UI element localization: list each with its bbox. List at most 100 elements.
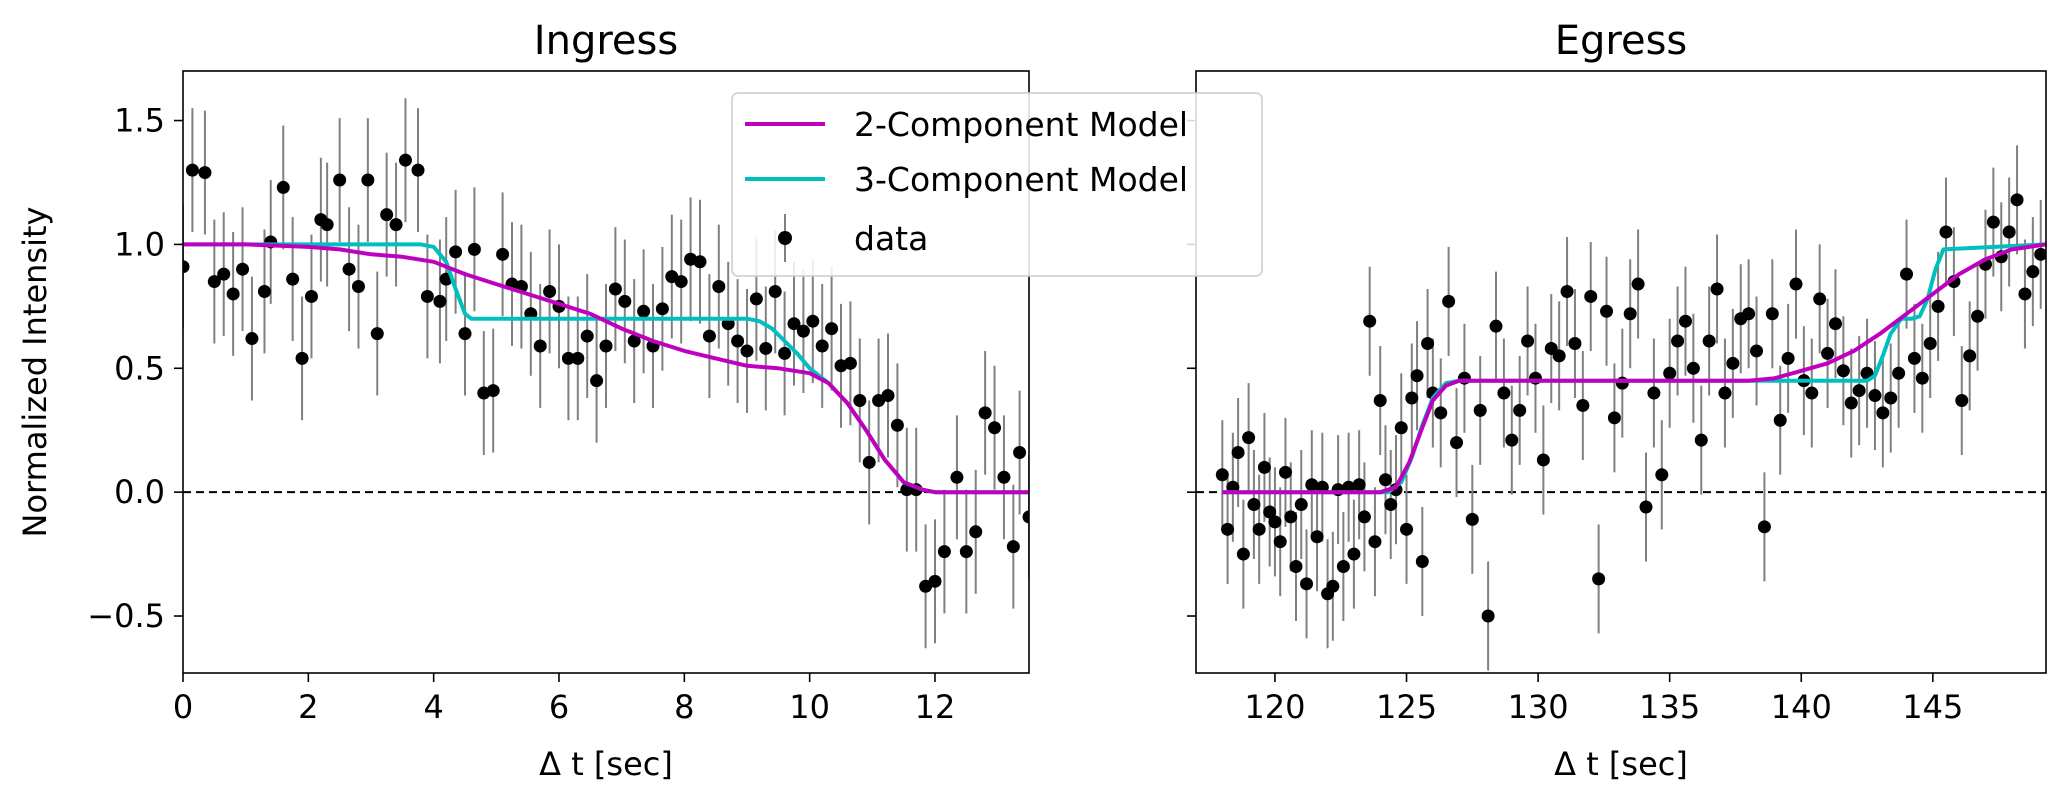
- egress-data-point: [1694, 433, 1708, 447]
- egress-data-point: [1257, 460, 1271, 474]
- ingress-x-tick-label: 0: [173, 688, 193, 726]
- ingress-data-point: [580, 329, 594, 343]
- ingress-data-point: [486, 384, 500, 398]
- ingress-data-point: [928, 574, 942, 588]
- egress-data-point: [2010, 193, 2024, 207]
- egress-plot-area: [1196, 145, 2046, 671]
- egress-data-point: [1773, 413, 1787, 427]
- egress-data-point: [1284, 510, 1298, 524]
- egress-ticks: 120 125 130 135 140 145: [1187, 119, 1963, 726]
- ingress-x-tick-label: 2: [298, 688, 318, 726]
- ingress-x-label: Δ t [sec]: [539, 745, 673, 783]
- egress-data-point: [1844, 396, 1858, 410]
- ingress-data-point: [815, 339, 829, 353]
- egress-x-tick-label: 125: [1376, 688, 1437, 726]
- ingress-data-point: [599, 339, 613, 353]
- egress-data-point: [1247, 498, 1261, 512]
- egress-data-point: [1394, 421, 1408, 435]
- ingress-data-point: [207, 275, 221, 289]
- ingress-x-tick-label: 6: [549, 688, 569, 726]
- ingress-ticks: 0 2 4 6 8 10 12 −0.5 0.0 0.5 1.0 1.5: [87, 102, 955, 726]
- ingress-y-tick-label: 1.0: [114, 225, 165, 263]
- ingress-data-point: [543, 284, 557, 298]
- egress-clipped-marks: [1196, 145, 2046, 671]
- ingress-data-point: [420, 289, 434, 303]
- egress-data-point: [1400, 522, 1414, 536]
- egress-data-point: [1263, 505, 1277, 519]
- egress-data-point: [1357, 510, 1371, 524]
- ingress-data-point: [370, 327, 384, 341]
- ingress-data-point: [185, 163, 199, 177]
- egress-data-point: [1489, 319, 1503, 333]
- egress-data-point: [1639, 500, 1653, 514]
- egress-data-point: [1939, 225, 1953, 239]
- egress-data-point: [1378, 473, 1392, 487]
- ingress-data-point: [843, 356, 857, 370]
- ingress-data-point: [881, 389, 895, 403]
- egress-data-point: [1221, 522, 1235, 536]
- ingress-data-point: [1013, 446, 1027, 460]
- ingress-2-component-model-line: [183, 242, 1029, 495]
- ingress-data-point: [245, 332, 259, 346]
- egress-data-point: [1710, 282, 1724, 296]
- ingress-data-point: [590, 374, 604, 388]
- egress-data-point: [1384, 498, 1398, 512]
- egress-data-point: [1347, 547, 1361, 561]
- ingress-data-point: [226, 287, 240, 301]
- egress-data-point: [1521, 334, 1535, 348]
- ingress-data-point: [825, 322, 839, 336]
- egress-data-point: [1852, 384, 1866, 398]
- egress-data-point: [1481, 609, 1495, 623]
- egress-title: Egress: [1555, 18, 1688, 64]
- ingress-data-point: [749, 292, 763, 306]
- egress-data-point: [1955, 393, 1969, 407]
- ingress-data-point: [333, 173, 347, 187]
- egress-data-point: [1497, 386, 1511, 400]
- ingress-data-point: [969, 525, 983, 539]
- ingress-data-point: [571, 351, 585, 365]
- ingress-axes-frame: [182, 70, 1030, 674]
- egress-data-point: [1560, 284, 1574, 298]
- egress-data-point: [1513, 403, 1527, 417]
- egress-data-point: [1750, 344, 1764, 358]
- egress-data-point: [1528, 371, 1542, 385]
- ingress-x-tick-label: 8: [674, 688, 694, 726]
- egress-data-point: [1273, 535, 1287, 549]
- egress-data-point: [1671, 334, 1685, 348]
- egress-data-point: [2002, 225, 2016, 239]
- egress-data-point: [1813, 292, 1827, 306]
- ingress-data-point: [1022, 510, 1029, 524]
- ingress-data-point: [740, 344, 754, 358]
- egress-data-point: [1702, 334, 1716, 348]
- egress-x-tick-label: 140: [1771, 688, 1832, 726]
- egress-data-point: [1678, 314, 1692, 328]
- ingress-y-tick-label: 0.5: [114, 349, 165, 387]
- egress-data-point: [1631, 277, 1645, 291]
- ingress-data-point: [890, 418, 904, 432]
- egress-data-point: [1655, 468, 1669, 482]
- egress-data-point: [1900, 267, 1914, 281]
- egress-data-point: [1765, 307, 1779, 321]
- ingress-data-point: [433, 294, 447, 308]
- egress-data-point: [2026, 265, 2040, 279]
- ingress-data-point: [693, 255, 707, 269]
- ingress-data-point: [533, 339, 547, 353]
- ingress-data-point: [389, 218, 403, 232]
- ingress-data-point: [496, 247, 510, 261]
- ingress-data-point: [997, 470, 1011, 484]
- ingress-data-point: [787, 317, 801, 331]
- egress-data-point: [1294, 498, 1308, 512]
- ingress-data-point: [449, 245, 463, 259]
- ingress-data-point: [759, 341, 773, 355]
- egress-data-point: [1305, 478, 1319, 492]
- egress-data-point: [1536, 453, 1550, 467]
- ingress-data-point: [342, 262, 356, 276]
- egress-data-point: [1215, 468, 1229, 482]
- egress-x-tick-label: 130: [1508, 688, 1569, 726]
- egress-data-point: [1434, 406, 1448, 420]
- ingress-data-point: [608, 282, 622, 296]
- egress-data-point: [1300, 577, 1314, 591]
- egress-data-point: [1971, 309, 1985, 323]
- egress-data-point: [1821, 346, 1835, 360]
